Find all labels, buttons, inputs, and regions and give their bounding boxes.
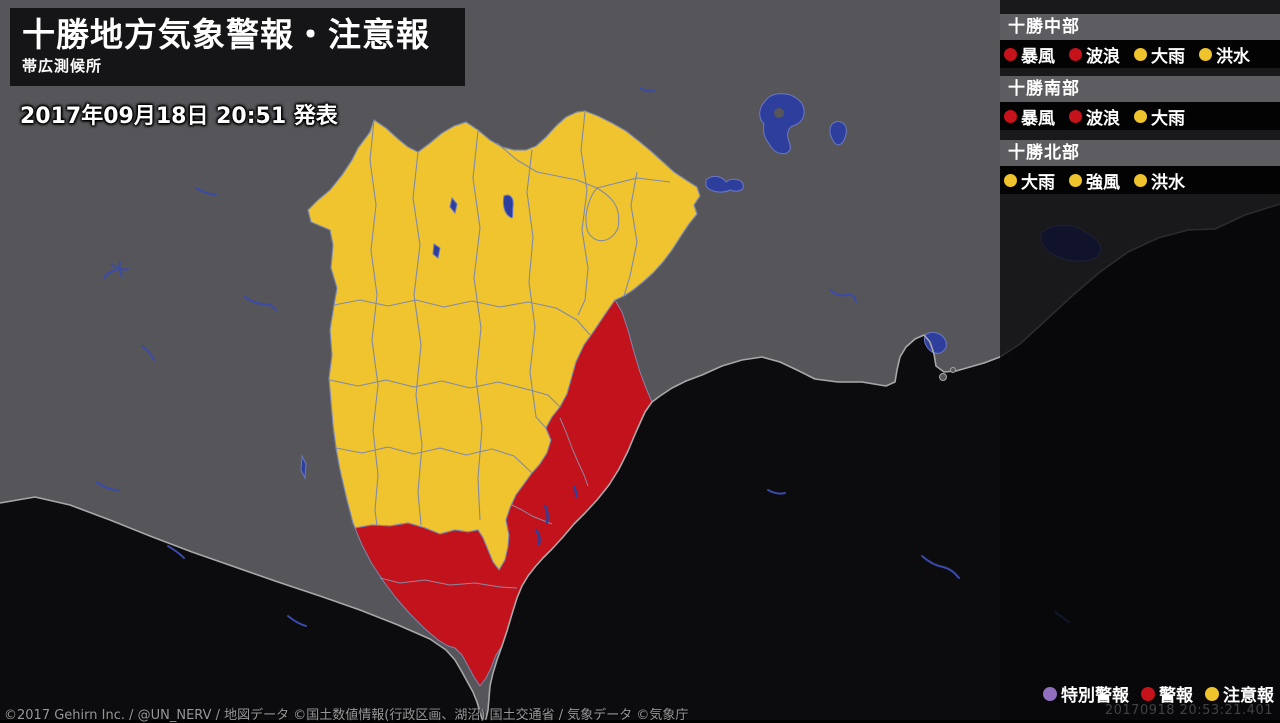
warning-level-dot-icon bbox=[1199, 47, 1212, 61]
render-timestamp: 20170918 20:53:21.401 bbox=[1104, 703, 1273, 718]
legend-dot-icon bbox=[1141, 686, 1155, 701]
legend-label: 注意報 bbox=[1223, 686, 1274, 706]
warning-chip: 洪水 bbox=[1134, 168, 1185, 193]
warning-level-dot-icon bbox=[1069, 173, 1082, 187]
warning-level-dot-icon bbox=[1004, 47, 1017, 61]
warning-level-dot-icon bbox=[1134, 47, 1147, 61]
legend: 特別警報 警報 注意報 bbox=[1031, 681, 1274, 706]
warning-chip-list: 暴風 波浪 大雨 洪水 bbox=[1000, 40, 1280, 68]
river-mouths bbox=[534, 485, 578, 546]
warning-level-dot-icon bbox=[1069, 109, 1082, 123]
warning-chip-label: 大雨 bbox=[1021, 172, 1055, 193]
warning-panel-hokubu: 十勝北部 大雨 強風 洪水 bbox=[1000, 140, 1280, 194]
warning-level-dot-icon bbox=[1134, 109, 1147, 123]
sidebar-overlay: 十勝中部 暴風 波浪 大雨 洪水 十勝南部 暴風 波浪 大雨 十勝北部 大雨 強風 洪水 bbox=[1000, 0, 1280, 720]
title-card: 十勝地方気象警報・注意報 帯広測候所 bbox=[10, 8, 465, 86]
warning-chip-label: 暴風 bbox=[1021, 46, 1055, 67]
panel-area-title: 十勝南部 bbox=[1000, 76, 1280, 102]
municipal-borders-red bbox=[379, 417, 589, 589]
warning-chip-label: 洪水 bbox=[1216, 46, 1250, 67]
station-name: 帯広測候所 bbox=[22, 57, 103, 76]
legend-dot-icon bbox=[1043, 686, 1057, 701]
warning-chip: 洪水 bbox=[1199, 42, 1250, 67]
legend-dot-icon bbox=[1205, 686, 1219, 701]
warning-chip-list: 大雨 強風 洪水 bbox=[1000, 166, 1280, 194]
warning-chip-label: 波浪 bbox=[1086, 46, 1120, 67]
warning-chip-label: 強風 bbox=[1086, 172, 1120, 193]
warning-chip: 波浪 bbox=[1069, 42, 1120, 67]
warning-chip: 波浪 bbox=[1069, 104, 1120, 129]
legend-item: 特別警報 bbox=[1043, 681, 1129, 706]
warning-chip: 強風 bbox=[1069, 168, 1120, 193]
warning-level-dot-icon bbox=[1134, 173, 1147, 187]
warning-chip-label: 暴風 bbox=[1021, 108, 1055, 129]
warning-level-dot-icon bbox=[1069, 47, 1082, 61]
warning-level-dot-icon bbox=[1004, 173, 1017, 187]
warning-chip: 大雨 bbox=[1134, 104, 1185, 129]
warning-chip: 大雨 bbox=[1134, 42, 1185, 67]
warning-panel-nanbu: 十勝南部 暴風 波浪 大雨 bbox=[1000, 76, 1280, 130]
warning-chip-label: 大雨 bbox=[1151, 46, 1185, 67]
warning-panel-chubu: 十勝中部 暴風 波浪 大雨 洪水 bbox=[1000, 14, 1280, 68]
warning-chip: 暴風 bbox=[1004, 42, 1055, 67]
warning-chip-label: 大雨 bbox=[1151, 108, 1185, 129]
warning-chip: 大雨 bbox=[1004, 168, 1055, 193]
municipal-borders bbox=[329, 111, 671, 527]
panel-area-title: 十勝中部 bbox=[1000, 14, 1280, 40]
lake-island bbox=[774, 108, 784, 118]
coastline bbox=[0, 203, 1280, 720]
legend-item: 注意報 bbox=[1205, 681, 1274, 706]
islands bbox=[939, 367, 956, 381]
warning-chip: 暴風 bbox=[1004, 104, 1055, 129]
warning-chip-label: 洪水 bbox=[1151, 172, 1185, 193]
issued-datetime: 2017年09月18日 20:51 発表 bbox=[20, 104, 338, 129]
panel-area-title: 十勝北部 bbox=[1000, 140, 1280, 166]
legend-item: 警報 bbox=[1141, 681, 1193, 706]
warning-chip-list: 暴風 波浪 大雨 bbox=[1000, 102, 1280, 130]
copyright-note: ©2017 Gehirn Inc. / @UN_NERV / 地図データ ©国土… bbox=[4, 708, 689, 723]
warning-level-dot-icon bbox=[1004, 109, 1017, 123]
legend-label: 警報 bbox=[1159, 686, 1193, 706]
warning-chip-label: 波浪 bbox=[1086, 108, 1120, 129]
legend-label: 特別警報 bbox=[1061, 686, 1129, 706]
page-title: 十勝地方気象警報・注意報 bbox=[22, 15, 430, 54]
